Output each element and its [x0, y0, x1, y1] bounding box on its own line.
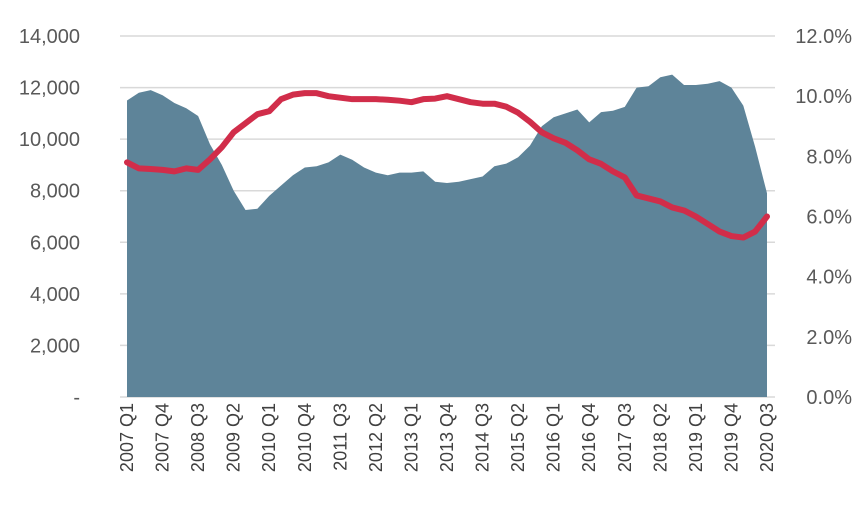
x-axis-tick-label: 2013 Q4 [437, 403, 457, 472]
right-axis-labels: 0.0% 2.0% 4.0% 6.0% 8.0% 10.0% 12.0% [795, 26, 852, 409]
x-axis-tick-label: 2016 Q4 [579, 403, 599, 472]
x-axis-tick-label: 2013 Q1 [401, 403, 421, 472]
x-axis-tick-label: 2010 Q4 [295, 403, 315, 472]
x-axis-tick-label: 2010 Q1 [259, 403, 279, 472]
x-axis-tick-label: 2014 Q3 [473, 403, 493, 472]
x-axis-tick-label: 2017 Q3 [615, 403, 635, 472]
right-axis-tick-label: 8.0% [806, 146, 852, 168]
right-axis-tick-label: 12.0% [795, 26, 852, 48]
left-axis-labels: - 2,000 4,000 6,000 8,000 10,000 12,000 14,000 [19, 26, 80, 409]
x-axis-tick-label: 2016 Q1 [544, 403, 564, 472]
right-axis-tick-label: 0.0% [806, 387, 852, 409]
x-axis-tick-label: 2019 Q1 [686, 403, 706, 472]
left-axis-tick-label: 14,000 [19, 26, 80, 48]
left-axis-tick-label: 8,000 [30, 181, 80, 203]
x-axis-tick-label: 2011 Q3 [330, 403, 350, 471]
right-axis-tick-label: 6.0% [806, 207, 852, 229]
x-axis-tick-label: 2009 Q2 [224, 403, 244, 472]
right-axis-tick-label: 4.0% [806, 267, 852, 289]
x-axis-tick-label: 2012 Q2 [366, 403, 386, 472]
right-axis-tick-label: 10.0% [795, 86, 852, 108]
left-axis-tick-label: 10,000 [19, 129, 80, 151]
left-axis-tick-label: - [73, 387, 80, 409]
left-axis-tick-label: 4,000 [30, 284, 80, 306]
right-axis-tick-label: 2.0% [806, 327, 852, 349]
x-axis-tick-label: 2008 Q3 [188, 403, 208, 472]
line-series [124, 90, 770, 241]
x-axis-tick-label: 2019 Q4 [721, 403, 741, 472]
rate-line [124, 90, 770, 241]
left-axis-tick-label: 2,000 [30, 335, 80, 357]
left-axis-tick-label: 6,000 [30, 232, 80, 254]
x-axis-labels: 2007 Q1 2007 Q4 2008 Q3 2009 Q2 2010 Q1 2010 … [117, 403, 777, 472]
area-fill [127, 74, 767, 398]
x-axis-tick-label: 2007 Q4 [153, 403, 173, 472]
left-axis-tick-label: 12,000 [19, 78, 80, 100]
area-series [127, 74, 767, 398]
x-axis-tick-label: 2015 Q2 [508, 403, 528, 472]
x-axis-tick-label: 2018 Q2 [650, 403, 670, 472]
x-axis-tick-label: 2007 Q1 [117, 403, 137, 472]
x-axis-tick-label: 2020 Q3 [757, 403, 777, 472]
